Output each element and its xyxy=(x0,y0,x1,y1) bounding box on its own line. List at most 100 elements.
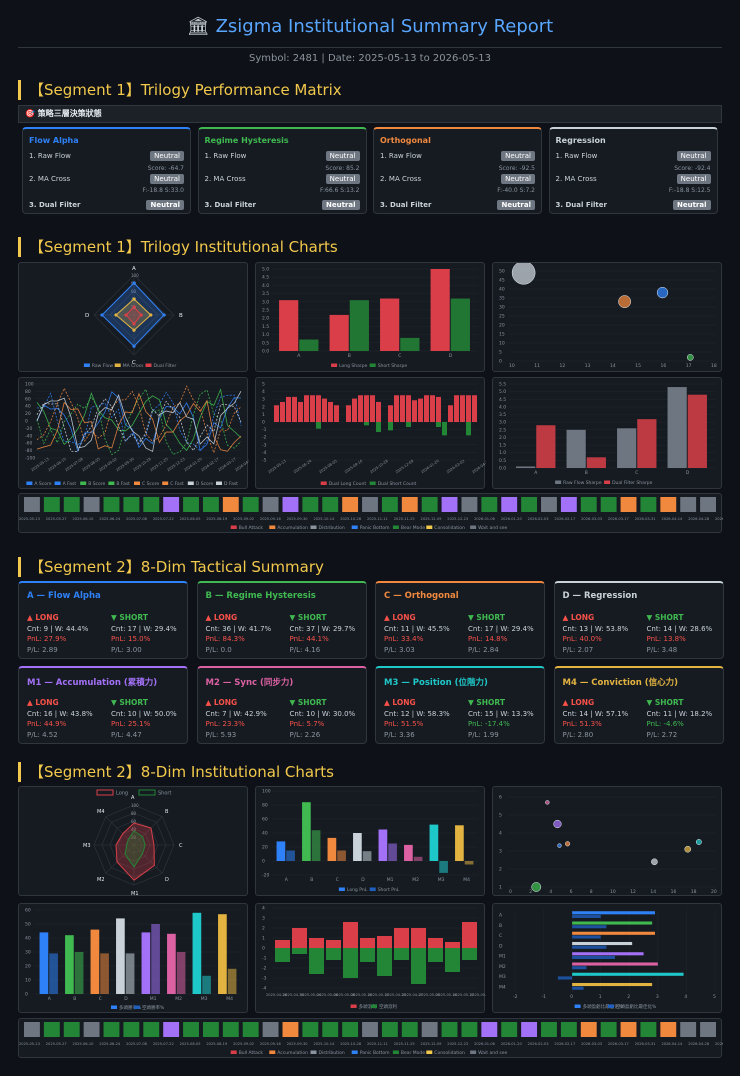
pnl-bar xyxy=(388,843,397,861)
x-tick-label: -2 xyxy=(513,994,518,1000)
radar-point xyxy=(132,305,136,309)
y-tick-label: 5 xyxy=(499,350,502,356)
radar-axis-label: C xyxy=(179,843,183,849)
score-text: Score: 85.2 xyxy=(325,165,360,172)
score-row: Score: -64.7 xyxy=(29,165,184,173)
y-tick-label: -3 xyxy=(262,442,267,448)
tactical-card: M1 — Accumulation (累積力) ▲ LONG Cnt: 16 |… xyxy=(18,666,188,744)
hbar xyxy=(572,941,633,946)
x-tick-label: 2025-12-09 xyxy=(395,459,415,475)
regime-cell xyxy=(501,497,518,512)
radar-tick-label: 40 xyxy=(131,827,137,832)
y-tick-label: 50 xyxy=(499,269,505,275)
section-title-tactical-summary: 【Segment 2】8-Dim Tactical Summary xyxy=(18,557,324,577)
tactical-card-title: M3 — Position (位階力) xyxy=(384,678,488,688)
regime-cell xyxy=(441,1022,458,1037)
legend-swatch xyxy=(392,1050,399,1054)
legend-swatch xyxy=(54,481,61,485)
short-column: ▼ SHORT Cnt: 17 | W: 29.4% PnL: 15.0% P/… xyxy=(111,613,177,655)
y-tick-label: D xyxy=(499,943,503,949)
regime-cell xyxy=(322,497,339,512)
x-tick-label: A xyxy=(48,996,52,1002)
legend-swatch xyxy=(134,481,140,485)
x-tick-label: 2025-06-24 xyxy=(293,459,313,475)
long-count: Cnt: 14 | W: 57.1% xyxy=(562,709,629,718)
long-count-bar xyxy=(280,401,285,422)
x-tick-label: 2025-05-27 xyxy=(46,517,67,521)
long-count: Cnt: 13 | W: 53.8% xyxy=(562,624,629,633)
raw-flow-row: 1. Raw Flow Neutral xyxy=(29,151,184,161)
legend-swatch xyxy=(83,363,90,367)
trilogy-card-title: Regression xyxy=(555,136,606,145)
score-line-1 xyxy=(36,391,242,452)
ma-cross-label: 2. MA Cross xyxy=(204,175,246,183)
x-tick-label: 2025-08-05 xyxy=(180,1042,201,1046)
tactical-card-title: C — Orthogonal xyxy=(384,591,459,601)
down-bar xyxy=(275,948,290,962)
long-count: Cnt: 36 | W: 41.7% xyxy=(205,624,272,633)
legend-swatch xyxy=(608,1004,614,1008)
legend-label: Raw Flow Sharpe xyxy=(563,480,602,486)
x-tick-label: M4 xyxy=(226,996,233,1002)
x-tick-label: 15 xyxy=(635,363,641,369)
x-tick-label: M4 xyxy=(463,877,470,883)
x-tick-label: 2026-02-03 xyxy=(528,517,549,521)
radar-axis-label: A xyxy=(132,266,136,272)
radar-point xyxy=(132,322,136,326)
regime-cell xyxy=(521,1022,538,1037)
long-count-bar xyxy=(358,395,363,422)
legend-swatch xyxy=(26,481,33,485)
legend-swatch xyxy=(187,481,194,485)
bar xyxy=(329,314,349,351)
y-tick-label: -4 xyxy=(262,450,267,456)
hbar xyxy=(572,931,655,935)
long-pnl: PnL: 23.3% xyxy=(205,720,245,728)
status-badge: Neutral xyxy=(672,200,711,210)
regime-cell xyxy=(580,497,597,512)
regime-cell xyxy=(620,497,637,512)
ma-cross-row: 2. MA Cross Neutral xyxy=(556,174,711,184)
score-row: Score: -92.4 xyxy=(556,165,710,173)
legend-swatch xyxy=(96,789,114,796)
radar-tick-label: 100 xyxy=(131,273,139,278)
hbar xyxy=(572,921,653,925)
bar xyxy=(566,429,586,468)
x-tick-label: 2025-09-30 xyxy=(287,517,309,521)
bar xyxy=(299,339,319,351)
y-tick-label: B xyxy=(499,923,502,929)
long-count-bar xyxy=(466,395,471,422)
hbar xyxy=(572,966,587,970)
legend-label: Dual Filter Sharpe xyxy=(612,480,653,486)
short-column: ▼ SHORT Cnt: 15 | W: 13.3% PnL: -17.4% P… xyxy=(468,698,534,740)
regime-cell xyxy=(521,497,538,512)
x-tick-label: 2025-08-05 xyxy=(180,517,201,521)
raw-flow-label: 1. Raw Flow xyxy=(29,152,71,160)
long-heading: ▲ LONG xyxy=(27,698,59,707)
y-tick-label: 4.5 xyxy=(262,275,269,281)
x-tick-label: C xyxy=(99,996,102,1002)
regime-cell xyxy=(640,497,657,512)
regime-cell xyxy=(163,497,180,512)
regime-cell xyxy=(103,497,120,512)
radar-axis xyxy=(133,816,163,846)
short-column: ▼ SHORT Cnt: 10 | W: 30.0% PnL: 5.7% P/L… xyxy=(290,698,356,740)
legend-label: Panic Bottom xyxy=(360,525,390,531)
score-line-5 xyxy=(36,385,242,455)
y-tick-label: 15 xyxy=(499,332,505,338)
status-badge: Neutral xyxy=(321,200,360,210)
y-tick-label: M2 xyxy=(499,964,506,970)
x-tick-label: 16 xyxy=(671,889,677,895)
bubble xyxy=(531,882,542,892)
fs-text: F:-18.8 S:33.0 xyxy=(142,187,184,194)
report-title: 🏛 Zsigma Institutional Summary Report xyxy=(0,16,740,37)
legend-swatch xyxy=(470,525,477,529)
up-bar xyxy=(462,922,477,948)
pnl-bar xyxy=(327,837,337,861)
x-tick-label: 2025-05-13 xyxy=(267,459,286,474)
x-tick-label: 2025-04-30 xyxy=(283,993,305,997)
y-tick-label: 3 xyxy=(262,397,265,403)
x-tick-label: 2025-08-19 xyxy=(206,1042,228,1046)
y-tick-label: C xyxy=(499,933,502,939)
bar xyxy=(687,394,707,468)
dual-filter-label: 3. Dual Filter xyxy=(380,201,432,209)
